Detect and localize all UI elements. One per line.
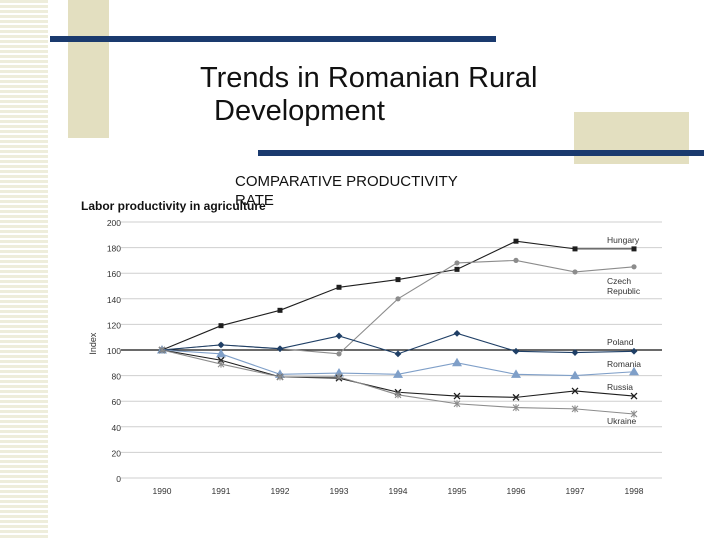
- data-point-russia-1995: [453, 392, 461, 400]
- data-point-romania-1996: [511, 369, 521, 378]
- y-tick-label-200: 200: [107, 218, 121, 228]
- decorative-block-top: [68, 0, 109, 138]
- data-point-poland-1997: [571, 349, 579, 356]
- data-point-hungary-1998: [631, 246, 637, 252]
- data-point-romania-1995: [452, 357, 462, 367]
- x-tick-label-1994: 1994: [389, 486, 408, 496]
- data-point-poland-1995: [453, 329, 461, 337]
- data-point-poland-1996: [512, 347, 520, 355]
- data-point-poland-1991: [217, 341, 225, 349]
- slide-title-line2: Development: [214, 95, 385, 127]
- data-point-ukraine-1997: [571, 405, 579, 413]
- data-point-ukraine-1990: [158, 346, 166, 354]
- data-point-russia-1997: [571, 387, 579, 395]
- decorative-bar-middle: [258, 150, 704, 156]
- y-tick-label-180: 180: [107, 244, 121, 254]
- data-point-romania-1994: [393, 369, 403, 378]
- x-tick-label-1991: 1991: [212, 486, 231, 496]
- y-tick-label-80: 80: [112, 372, 122, 382]
- slide-title-line1: Trends in Romanian Rural: [200, 62, 538, 94]
- data-point-czech-republic-1997: [572, 269, 578, 275]
- data-point-ukraine-1993: [335, 373, 343, 381]
- data-point-russia-1996: [512, 393, 520, 401]
- y-tick-label-120: 120: [107, 320, 121, 330]
- data-point-romania-1997: [570, 370, 580, 380]
- data-point-hungary-1991: [218, 323, 224, 329]
- chart-title: Labor productivity in agriculture: [81, 199, 266, 213]
- data-point-czech-republic-1994: [395, 296, 401, 302]
- data-point-hungary-1995: [454, 266, 460, 272]
- data-point-czech-republic-1998: [631, 264, 637, 270]
- series-label-ukraine: Ukraine: [607, 416, 637, 426]
- data-point-czech-republic-1993: [336, 351, 342, 357]
- data-point-czech-republic-1995: [454, 260, 460, 266]
- data-point-ukraine-1998: [630, 410, 638, 418]
- series-label-poland: Poland: [607, 337, 634, 347]
- data-point-poland-1998: [630, 347, 638, 355]
- x-tick-label-1993: 1993: [330, 486, 349, 496]
- y-tick-label-0: 0: [116, 474, 121, 484]
- data-point-ukraine-1995: [453, 400, 461, 408]
- series-line-ukraine: [161, 349, 635, 415]
- series-label-czech-republic-2: Republic: [607, 286, 641, 296]
- y-tick-label-100: 100: [107, 346, 121, 356]
- series-label-romania: Romania: [607, 359, 641, 369]
- series-line-czech-republic: [161, 259, 635, 355]
- series-label-russia: Russia: [607, 382, 633, 392]
- data-point-ukraine-1994: [394, 391, 402, 399]
- data-point-romania-1998: [629, 366, 639, 376]
- data-point-ukraine-1992: [276, 373, 284, 381]
- data-point-hungary-1997: [572, 246, 578, 252]
- series-line-hungary: [161, 240, 634, 351]
- data-point-poland-1992: [276, 345, 284, 353]
- data-point-poland-1994: [394, 350, 402, 358]
- x-tick-label-1998: 1998: [625, 486, 644, 496]
- data-point-hungary-1993: [336, 284, 342, 290]
- data-point-russia-1998: [630, 392, 638, 400]
- decorative-stripe: [0, 0, 48, 540]
- x-tick-label-1997: 1997: [566, 486, 585, 496]
- y-tick-label-20: 20: [112, 448, 122, 458]
- data-point-hungary-1996: [513, 238, 519, 244]
- data-point-hungary-1994: [395, 277, 401, 283]
- y-tick-label-60: 60: [112, 397, 122, 407]
- series-label-czech-republic-1: Czech: [607, 276, 631, 286]
- y-axis-label: Index: [88, 332, 98, 355]
- x-tick-label-1995: 1995: [448, 486, 467, 496]
- data-point-poland-1993: [335, 332, 343, 340]
- y-tick-label-140: 140: [107, 295, 121, 305]
- data-point-hungary-1992: [277, 307, 283, 313]
- slide-subtitle: COMPARATIVE PRODUCTIVITY RATE: [235, 173, 458, 209]
- data-point-romania-1991: [216, 348, 226, 358]
- x-tick-label-1992: 1992: [271, 486, 290, 496]
- x-tick-label-1996: 1996: [507, 486, 526, 496]
- data-point-ukraine-1991: [217, 360, 225, 368]
- series-label-hungary: Hungary: [607, 235, 640, 245]
- data-point-czech-republic-1996: [513, 257, 519, 263]
- y-tick-label-160: 160: [107, 269, 121, 279]
- y-tick-label-40: 40: [112, 423, 122, 433]
- slide-title: Trends in Romanian Rural Development: [200, 62, 537, 128]
- decorative-bar-top: [50, 36, 496, 42]
- x-tick-label-1990: 1990: [153, 486, 172, 496]
- data-point-ukraine-1996: [512, 404, 520, 412]
